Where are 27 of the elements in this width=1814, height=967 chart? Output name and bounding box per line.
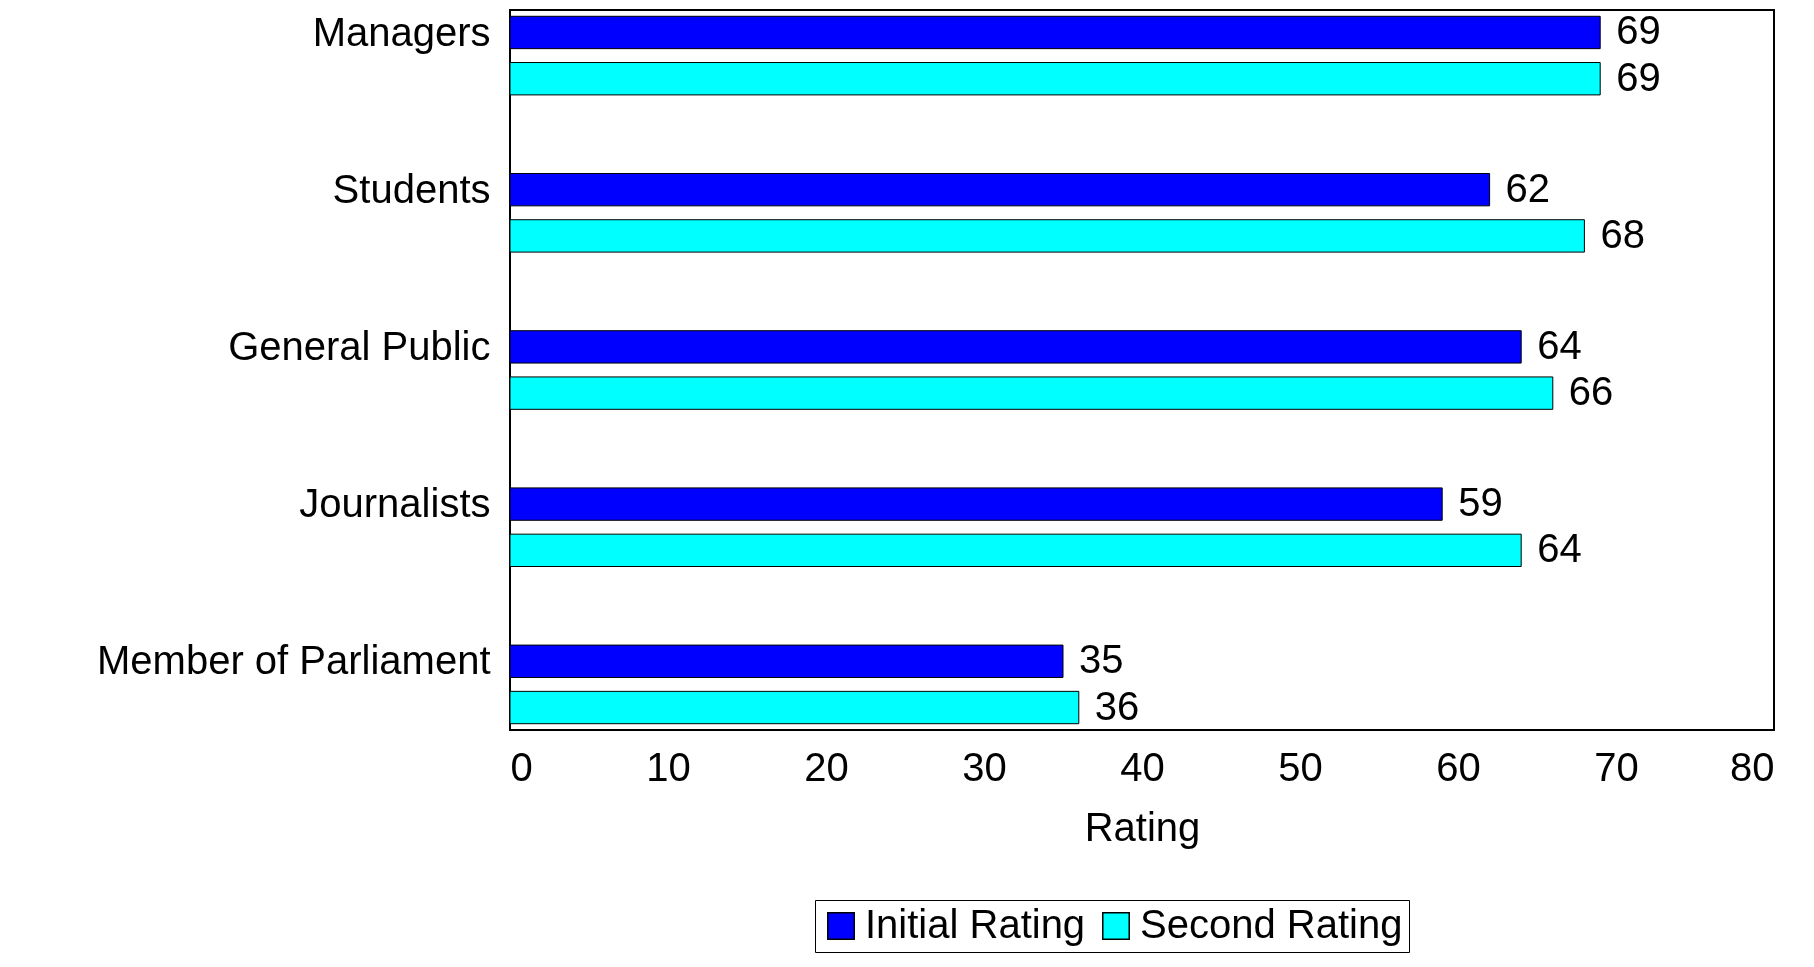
data-label: 69 — [1616, 8, 1661, 53]
y-tick-label: Managers — [312, 9, 491, 54]
data-label: 36 — [1094, 683, 1140, 728]
y-tick-label: General Public — [228, 324, 491, 368]
data-label: 66 — [1568, 369, 1614, 414]
data-label: 62 — [1505, 165, 1551, 210]
x-tick-label: 40 — [1120, 744, 1165, 789]
data-label: 64 — [1537, 526, 1582, 571]
data-label: 64 — [1537, 322, 1582, 367]
x-tick-label: 60 — [1436, 744, 1481, 789]
y-tick-label: Member of Parliament — [97, 638, 491, 683]
x-tick-label: 50 — [1278, 744, 1323, 789]
x-tick-label: 70 — [1594, 744, 1639, 789]
legend-label: Second Rating — [1140, 902, 1403, 946]
y-tick-label: Journalists — [299, 481, 491, 526]
data-label: 59 — [1458, 480, 1503, 525]
x-tick-label: 30 — [962, 744, 1007, 789]
data-label: 69 — [1616, 54, 1661, 99]
x-axis-title: Rating — [1084, 804, 1201, 849]
legend-label: Initial Rating — [865, 902, 1086, 946]
x-tick-label: 0 — [510, 744, 533, 789]
x-tick-label: 20 — [804, 744, 849, 789]
x-tick-label: 80 — [1730, 744, 1775, 789]
y-tick-label: Students — [332, 166, 491, 211]
data-label: 68 — [1600, 211, 1645, 256]
data-label: 35 — [1079, 637, 1124, 682]
x-tick-label: 10 — [646, 744, 691, 789]
